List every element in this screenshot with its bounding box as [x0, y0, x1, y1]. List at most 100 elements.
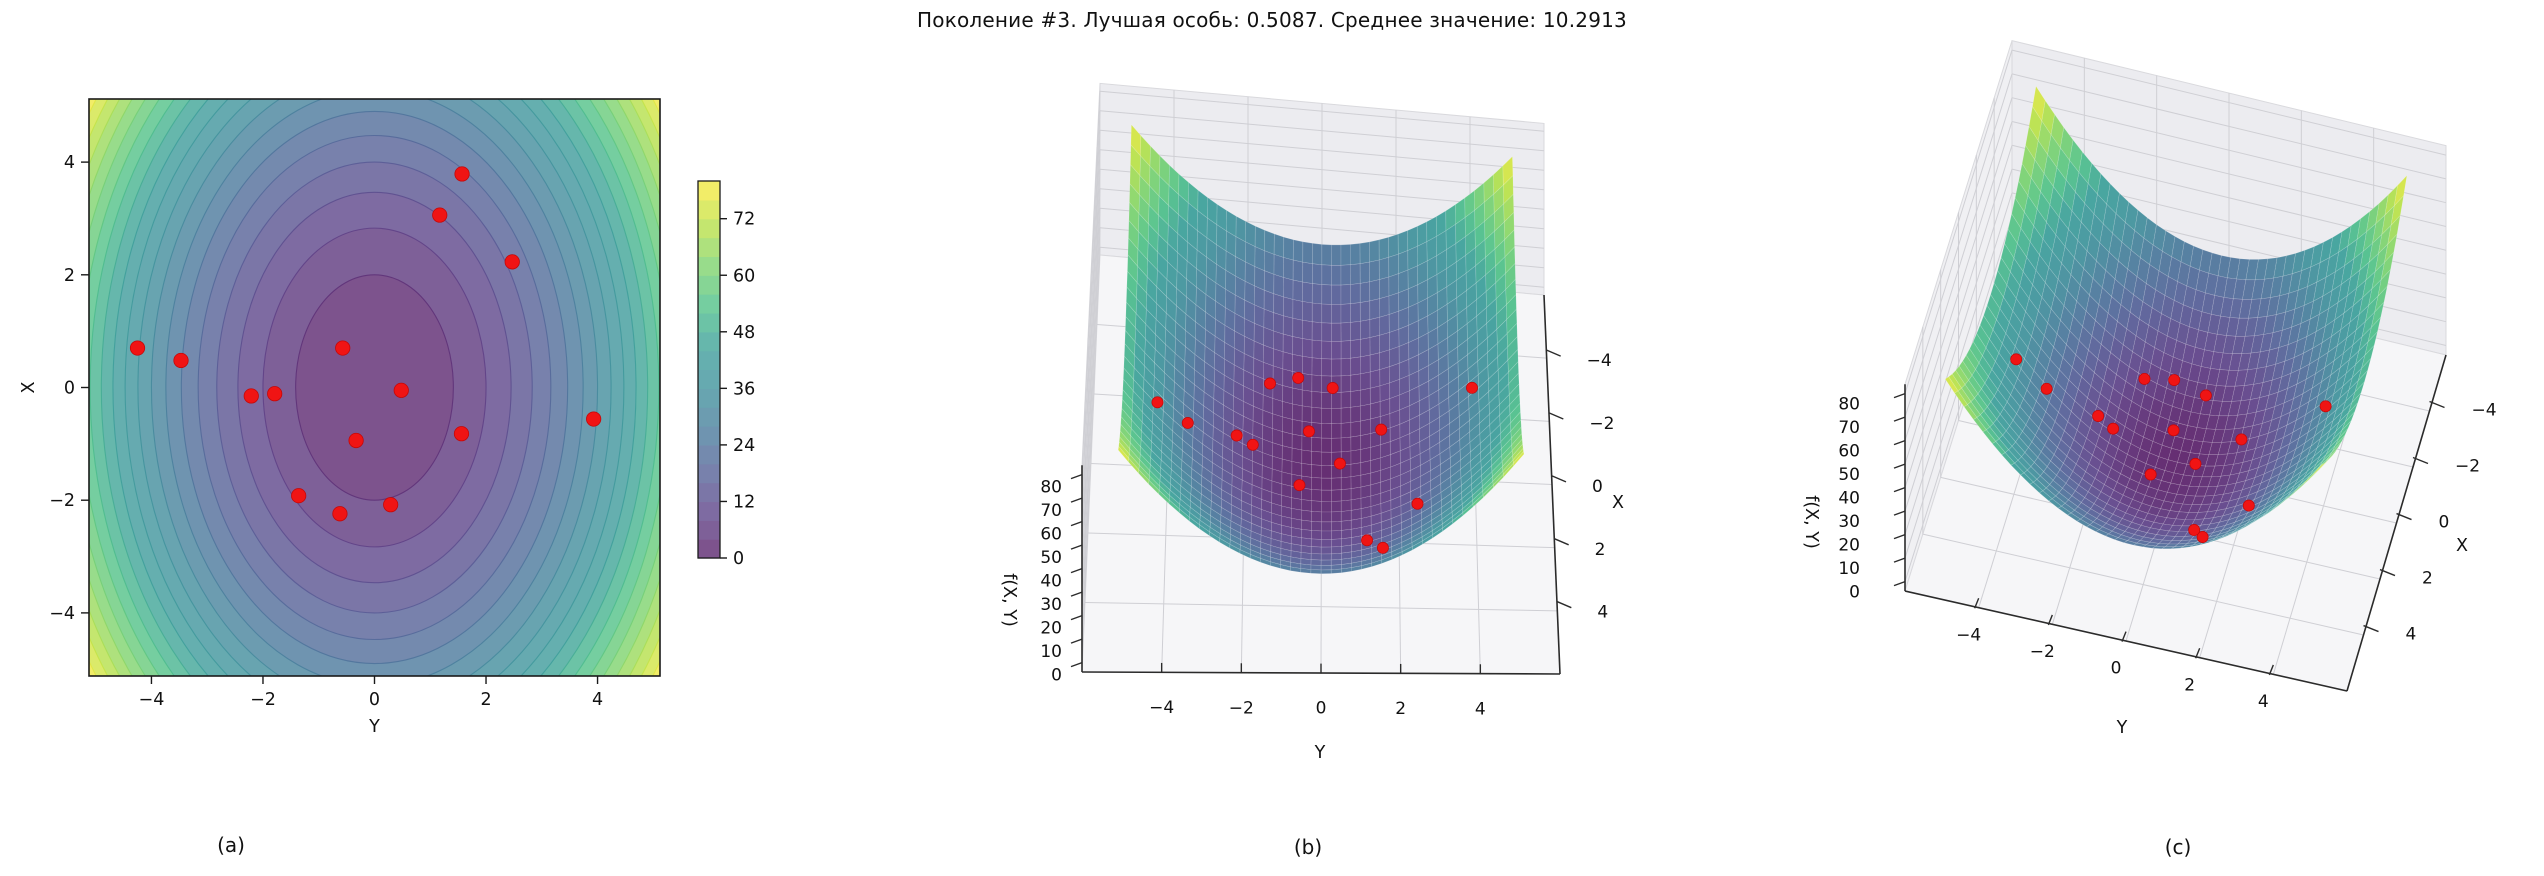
population-points [2010, 353, 2332, 543]
z-tick-label: 30 [1040, 595, 1062, 615]
z-tick-label: 40 [1040, 572, 1062, 592]
x-axis-title: Y [2116, 718, 2128, 738]
y-tick-label: −2 [1589, 414, 1614, 434]
figure-title: Поколение #3. Лучшая особь: 0.5087. Сред… [917, 8, 1627, 32]
x-tick-label: −2 [2030, 642, 2055, 662]
individual-point [1376, 541, 1389, 554]
y-tick-label: 4 [64, 153, 75, 173]
y-tick-label: −4 [49, 604, 75, 624]
colorbar-tick-label: 60 [733, 266, 755, 286]
y-axis-title: X [2456, 536, 2468, 556]
individual-point [348, 432, 364, 449]
individual-point [1246, 438, 1259, 451]
y-tick-label: −4 [2472, 401, 2497, 421]
z-tick-label: 50 [1040, 548, 1062, 568]
y-tick-label: 4 [2406, 625, 2417, 645]
individual-point [2319, 400, 2332, 413]
individual-point [243, 388, 259, 404]
individual-point [335, 340, 351, 356]
individual-point [1361, 534, 1373, 547]
individual-point [291, 488, 307, 504]
x-tick-label: −4 [1956, 625, 1981, 645]
z-tick-label: 80 [1040, 478, 1062, 498]
y-tick-label: −4 [1587, 351, 1612, 371]
z-tick-label: 0 [1051, 666, 1062, 686]
individual-point [1151, 396, 1164, 409]
colorbar-tick-label: 12 [733, 492, 755, 512]
y-tick-label: 4 [1597, 603, 1608, 623]
colorbar-frame [697, 180, 721, 559]
individual-point [2196, 531, 2209, 543]
y-tick-label: 0 [2439, 513, 2450, 533]
individual-point [1230, 429, 1243, 442]
population-points [129, 166, 602, 522]
y-tick-label: −2 [2455, 457, 2480, 477]
colorbar: 0 12 24 36 48 60 72 [697, 180, 755, 569]
z-axis-title: f(X, Y) [999, 573, 1019, 627]
individual-point [1466, 381, 1478, 394]
y-tick-label: 2 [2422, 569, 2433, 589]
z-tick-label: 70 [1040, 501, 1062, 521]
individual-point [2010, 353, 2023, 366]
x-tick-label: 0 [1316, 699, 1327, 719]
individual-point [453, 426, 470, 442]
x-tick-label: 0 [2111, 659, 2122, 679]
individual-point [267, 386, 283, 402]
colorbar-tick-label: 72 [733, 210, 755, 230]
y-tick-label: −2 [49, 491, 75, 511]
y-tick-label: 0 [64, 379, 75, 399]
individual-point [2235, 433, 2248, 446]
individual-point [2168, 374, 2181, 386]
y-tick-label: 2 [1595, 540, 1606, 560]
individual-point [393, 382, 409, 398]
individual-point [2040, 382, 2053, 395]
x-axis-title: Y [368, 717, 380, 737]
z-tick-label: 30 [1838, 512, 1860, 532]
individual-point [2189, 457, 2202, 470]
z-tick-label: 80 [1838, 395, 1860, 415]
individual-point [2092, 410, 2105, 422]
individual-point [1264, 377, 1276, 390]
subplot-label-c: (c) [2164, 835, 2192, 859]
x-tick-label: −4 [139, 690, 165, 710]
individual-point [1292, 371, 1305, 384]
individual-point [2107, 422, 2120, 435]
surface-mesh [1117, 123, 1525, 575]
surface-mesh [1944, 85, 2408, 550]
y-axis-title: X [1612, 493, 1624, 513]
individual-point [332, 506, 348, 522]
individual-point [586, 411, 602, 427]
colorbar-tick-label: 48 [733, 323, 755, 343]
z-tick-label: 40 [1838, 489, 1860, 509]
z-tick-label: 70 [1838, 418, 1860, 438]
colorbar-tick-label: 24 [733, 436, 755, 456]
x-tick-label: 0 [369, 690, 380, 710]
individual-point [2138, 372, 2151, 385]
contour-plot-panel: −4 −4 −2 −2 0 0 2 2 4 4 Y X [19, 98, 661, 737]
z-tick-label: 10 [1040, 642, 1062, 662]
population-points [1151, 371, 1478, 554]
individual-point [129, 340, 146, 356]
subplot-label-b: (b) [1293, 835, 1323, 859]
z-tick-label: 0 [1849, 583, 1860, 603]
individual-point [2144, 468, 2157, 481]
individual-point [1293, 479, 1306, 492]
x-tick-label: 2 [2184, 675, 2195, 695]
x-tick-label: 4 [1475, 699, 1486, 719]
individual-point [2167, 424, 2180, 437]
individual-point [2199, 389, 2212, 402]
z-tick-label: 60 [1040, 525, 1062, 545]
z-tick-label: 20 [1838, 536, 1860, 556]
individual-point [1411, 497, 1424, 510]
z-tick-label: 10 [1838, 559, 1860, 579]
z-axis-title: f(X, Y) [1801, 495, 1821, 549]
z-tick-label: 50 [1838, 465, 1860, 485]
individual-point [2242, 499, 2255, 512]
x-tick-label: 2 [1395, 699, 1406, 719]
x-tick-label: −4 [1149, 698, 1174, 718]
